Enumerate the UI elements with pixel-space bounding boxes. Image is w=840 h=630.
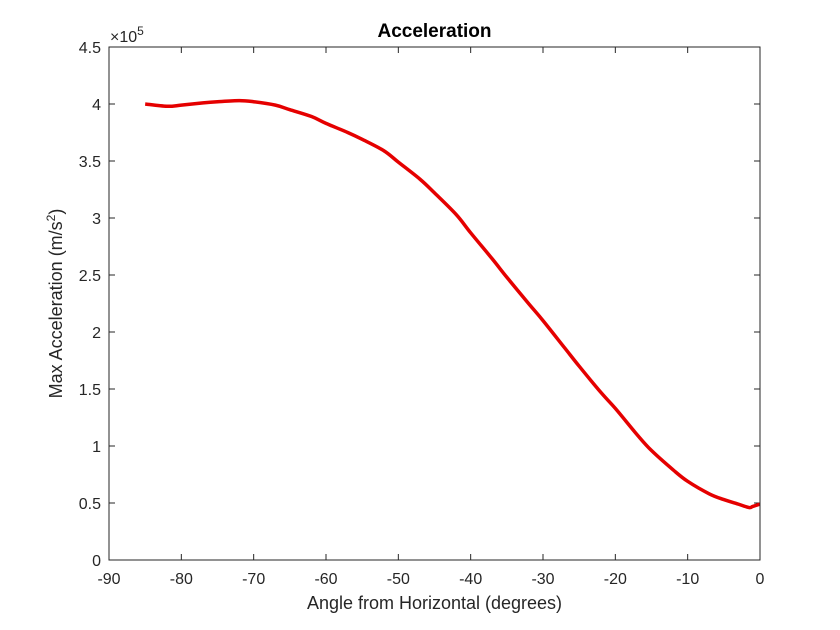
x-tick-label: -80: [170, 571, 193, 588]
x-tick-label: -30: [531, 571, 554, 588]
y-tick-label: 0.5: [79, 496, 101, 513]
y-exponent-power: 5: [137, 24, 144, 38]
x-tick-label: -70: [242, 571, 265, 588]
x-tick-label: -90: [97, 571, 120, 588]
y-exponent-base: ×10: [110, 29, 137, 46]
y-exponent-label: ×105: [110, 24, 144, 46]
series-line-1: [144, 98, 761, 510]
x-tick-label: -10: [676, 571, 699, 588]
y-axis-label-sup: 2: [44, 214, 58, 221]
x-tick-label: -50: [387, 571, 410, 588]
y-tick-label: 1: [92, 439, 101, 456]
x-tick-label: -40: [459, 571, 482, 588]
plot-area: [109, 47, 760, 560]
x-tick-label: -60: [314, 571, 337, 588]
y-tick-label: 1.5: [79, 382, 101, 399]
x-tick-label: -20: [604, 571, 627, 588]
y-tick-label: 2: [92, 325, 101, 342]
x-axis-label: Angle from Horizontal (degrees): [307, 593, 562, 613]
plot-frame: [108, 46, 761, 561]
y-axis-label-main: Max Acceleration (m/s: [46, 221, 66, 398]
y-tick-label: 0: [92, 553, 101, 570]
chart-title: Acceleration: [377, 21, 491, 42]
ticks-layer: -90 -80 -70 -60 -50 -40 -30 -20 -10 0 0 0.5 1 1.5 2 2.5…: [79, 40, 765, 588]
y-tick-label: 2.5: [79, 268, 101, 285]
y-tick-label: 4: [92, 97, 101, 114]
y-tick-label: 4.5: [79, 40, 101, 57]
y-axis-label-end: ): [46, 209, 66, 215]
y-axis-label: Max Acceleration (m/s2): [44, 209, 66, 399]
series-layer: [144, 98, 761, 510]
y-tick-label: 3.5: [79, 154, 101, 171]
y-tick-label: 3: [92, 211, 101, 228]
x-tick-label: 0: [756, 571, 765, 588]
